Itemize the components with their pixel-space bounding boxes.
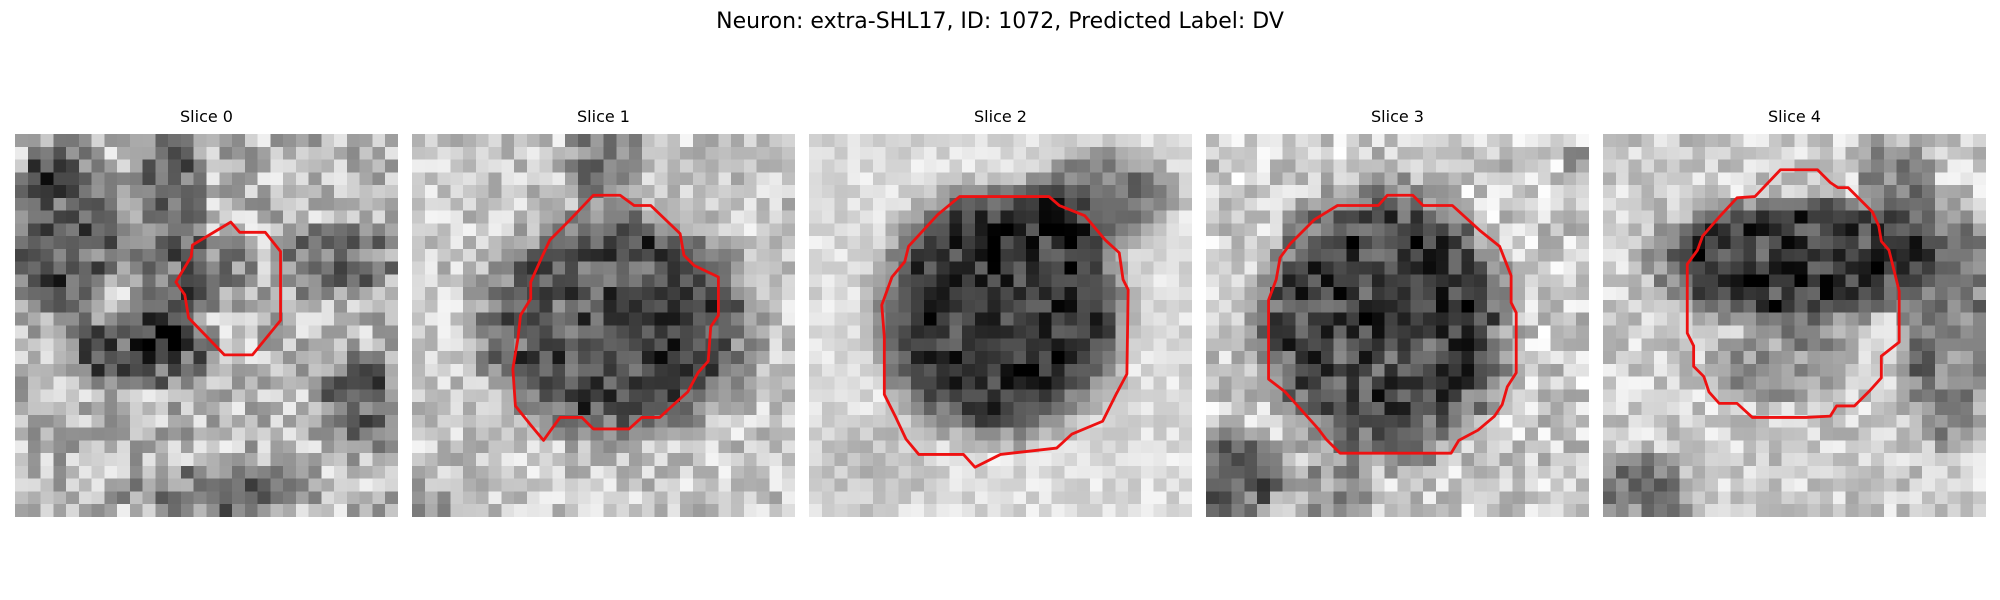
roi-contour [174,220,282,357]
roi-contour [1267,193,1518,455]
slice-title: Slice 0 [180,107,233,126]
slice-title: Slice 3 [1371,107,1424,126]
roi-contour [511,193,720,442]
slice-title: Slice 2 [974,107,1027,126]
slice-image [412,134,795,517]
roi-contour-path [511,193,720,442]
roi-contour [1685,168,1901,419]
slice-title: Slice 4 [1768,107,1821,126]
slice-image [1603,134,1986,517]
slice-panel-0: Slice 0 [15,106,398,517]
roi-contour-path [880,195,1130,469]
slice-panel-1: Slice 1 [412,106,795,517]
slice-panel-2: Slice 2 [809,106,1192,517]
slice-panel-3: Slice 3 [1206,106,1589,517]
slice-panel-4: Slice 4 [1603,106,1986,517]
roi-contour [880,195,1130,469]
figure-title: Neuron: extra-SHL17, ID: 1072, Predicted… [716,9,1284,34]
roi-contour-path [174,220,282,357]
roi-contour-path [1267,193,1518,455]
roi-contour-path [1685,168,1901,419]
slice-image [15,134,398,517]
slice-title: Slice 1 [577,107,630,126]
